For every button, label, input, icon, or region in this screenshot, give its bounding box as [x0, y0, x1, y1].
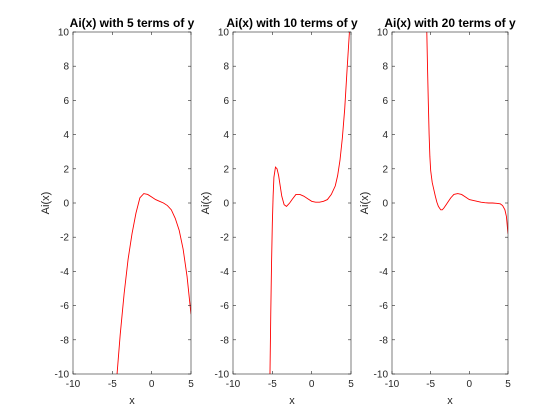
- x-tick-label: 5: [188, 379, 194, 390]
- y-tick-label: 2: [223, 164, 229, 175]
- axes-box: [72, 31, 192, 375]
- y-tick-label: 6: [63, 96, 69, 107]
- y-tick-label: 6: [223, 96, 229, 107]
- y-tick-label: -2: [379, 233, 388, 244]
- y-tick-label: -6: [60, 301, 69, 312]
- y-tick-label: -10: [55, 370, 70, 381]
- x-axis-label: x: [447, 395, 453, 407]
- x-tick-label: 5: [348, 379, 354, 390]
- y-tick-label: 0: [223, 199, 229, 210]
- x-tick-label: -10: [226, 379, 241, 390]
- y-tick-label: 8: [223, 62, 229, 73]
- x-axis-label: x: [129, 395, 135, 407]
- x-tick-label: -5: [108, 379, 117, 390]
- y-tick-label: 4: [382, 130, 388, 141]
- x-tick-label: -10: [66, 379, 81, 390]
- chart-title: Ai(x) with 10 terms of y: [226, 16, 358, 30]
- y-tick-label: 6: [382, 96, 388, 107]
- x-tick-label: -5: [268, 379, 277, 390]
- y-tick-label: -4: [220, 267, 229, 278]
- y-tick-label: -10: [215, 370, 230, 381]
- y-tick-label: -10: [374, 370, 389, 381]
- y-tick-label: 0: [63, 199, 69, 210]
- x-tick-label: 0: [149, 379, 155, 390]
- y-tick-label: -4: [379, 267, 388, 278]
- y-tick-label: -2: [60, 233, 69, 244]
- y-tick-label: 10: [218, 28, 230, 39]
- series-line-2: [269, 32, 350, 374]
- y-tick-label: -6: [220, 301, 229, 312]
- y-tick-label: -4: [60, 267, 69, 278]
- y-tick-label: 2: [382, 164, 388, 175]
- y-tick-label: 8: [382, 62, 388, 73]
- x-tick-label: 0: [309, 379, 315, 390]
- y-tick-label: 10: [377, 28, 389, 39]
- axes-box: [232, 31, 352, 375]
- y-tick-label: 8: [63, 62, 69, 73]
- x-tick-label: 0: [467, 379, 473, 390]
- x-axis-label: x: [289, 395, 295, 407]
- y-tick-label: 2: [63, 164, 69, 175]
- y-tick-label: -8: [379, 335, 388, 346]
- series-line-3: [426, 32, 508, 234]
- y-tick-label: -8: [220, 335, 229, 346]
- chart-title: Ai(x) with 20 terms of y: [384, 16, 516, 30]
- y-tick-label: 0: [382, 199, 388, 210]
- chart-title: Ai(x) with 5 terms of y: [70, 16, 195, 30]
- x-tick-label: -10: [385, 379, 400, 390]
- y-axis-label: Ai(x): [200, 192, 212, 215]
- y-axis-label: Ai(x): [40, 192, 52, 215]
- y-axis-label: Ai(x): [359, 192, 371, 215]
- y-tick-label: 4: [223, 130, 229, 141]
- series-line-1: [116, 193, 191, 374]
- y-tick-label: 10: [58, 28, 70, 39]
- x-tick-label: -5: [426, 379, 435, 390]
- x-tick-label: 5: [505, 379, 511, 390]
- y-tick-label: -6: [379, 301, 388, 312]
- y-tick-label: -2: [220, 233, 229, 244]
- y-tick-label: 4: [63, 130, 69, 141]
- y-tick-label: -8: [60, 335, 69, 346]
